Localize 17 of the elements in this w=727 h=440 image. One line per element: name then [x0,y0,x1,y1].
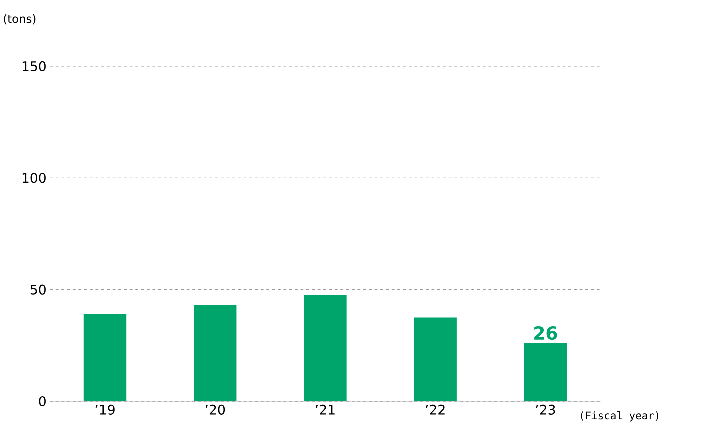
y-tick-label: 50 [30,285,46,296]
y-tick-label: 100 [22,173,46,184]
x-tick-label: ’23 [536,405,556,416]
x-tick-label: ’20 [206,405,226,416]
bar [524,344,568,402]
x-tick-label: ’21 [316,405,335,415]
x-axis-title: (Fiscal year) [581,412,659,422]
bar [414,318,457,402]
y-tick-label: 0 [39,396,46,407]
y-axis-title: (tons) [4,14,36,25]
x-tick-label: ’22 [426,405,445,415]
x-tick-label: ’19 [96,405,115,416]
bar [304,296,347,402]
bar [194,306,237,402]
bar [84,314,127,402]
y-tick-label: 150 [22,62,46,72]
data-label: 26 [534,326,558,340]
